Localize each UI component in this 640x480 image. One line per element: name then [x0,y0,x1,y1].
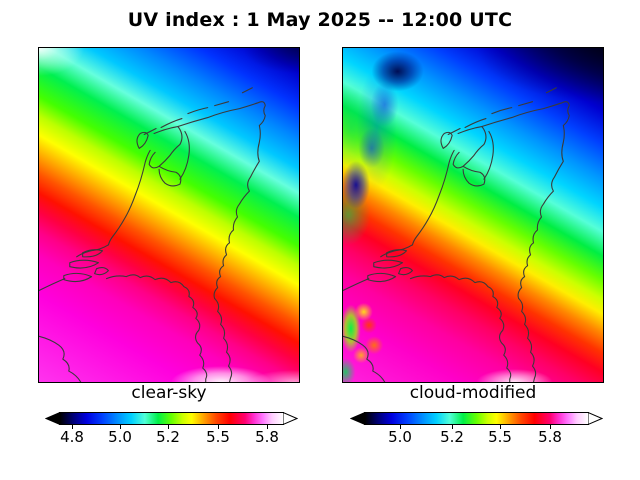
tick-mark [218,425,219,429]
page-title: UV index : 1 May 2025 -- 12:00 UTC [127,9,513,31]
colorbar-max-arrow-icon [283,412,298,425]
tick-mark [72,425,73,429]
tick-mark [500,425,501,429]
tick-mark [400,425,401,429]
tick-mark [267,425,268,429]
tick-label: 5.8 [538,428,562,446]
tick-label: 5.0 [388,428,412,446]
tick-label: 5.5 [488,428,512,446]
colorbar-gradient [364,412,589,425]
tick-mark [550,425,551,429]
map-cloud-modified [342,47,604,383]
tick-label: 5.2 [440,428,464,446]
map-clear-sky [38,47,300,383]
colorbar-gradient [59,412,284,425]
tick-mark [168,425,169,429]
tick-label: 4.8 [60,428,84,446]
tick-mark [452,425,453,429]
colorbar-min-arrow-icon [350,412,365,425]
colorbar-clear-sky [45,412,298,429]
panel-label-cloud-modified: cloud-modified [409,383,537,403]
colorbar-min-arrow-icon [45,412,60,425]
colorbar-cloud-modified [350,412,603,429]
netherlands-coastline [343,87,570,382]
tick-label: 5.5 [206,428,230,446]
panel-label-clear-sky: clear-sky [131,383,207,403]
colorbar-max-arrow-icon [588,412,603,425]
tick-label: 5.2 [156,428,180,446]
tick-mark [120,425,121,429]
netherlands-coastline [39,87,266,382]
tick-label: 5.8 [255,428,279,446]
tick-label: 5.0 [108,428,132,446]
